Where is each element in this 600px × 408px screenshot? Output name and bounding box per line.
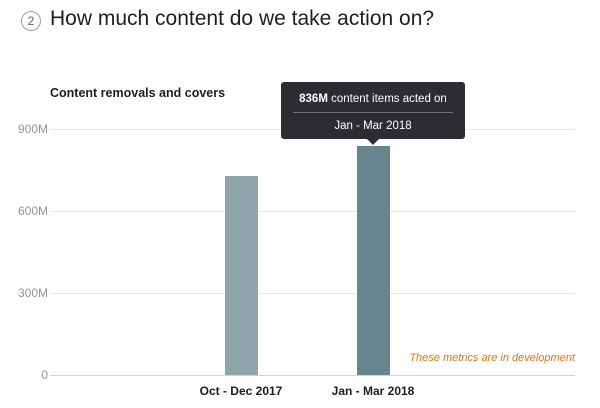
tooltip-value: 836M	[299, 93, 328, 105]
bar-tooltip: 836M content items acted on Jan - Mar 20…	[281, 82, 465, 145]
gridline	[50, 211, 575, 212]
y-tick-label: 600M	[17, 204, 48, 218]
x-axis-line	[50, 375, 575, 376]
development-note: These metrics are in development	[409, 352, 575, 364]
tooltip-divider	[293, 112, 453, 113]
tooltip-period: Jan - Mar 2018	[334, 120, 412, 132]
x-tick-label: Jan - Mar 2018	[331, 384, 415, 398]
step-number-badge: 2	[21, 11, 41, 31]
bar-jan-mar-2018[interactable]	[356, 146, 390, 375]
y-tick-label: 300M	[17, 286, 48, 300]
tooltip-text: content items acted on	[331, 93, 447, 105]
section-heading: How much content do we take action on?	[50, 7, 435, 30]
y-tick-label: 0	[41, 368, 48, 382]
gridline	[50, 293, 575, 294]
x-tick-label: Oct - Dec 2017	[199, 384, 283, 398]
chart-title: Content removals and covers	[50, 86, 226, 100]
bar-oct-dec-2017[interactable]	[224, 176, 258, 375]
y-tick-label: 900M	[17, 122, 48, 136]
tooltip-value-line: 836M content items acted on	[281, 93, 465, 105]
